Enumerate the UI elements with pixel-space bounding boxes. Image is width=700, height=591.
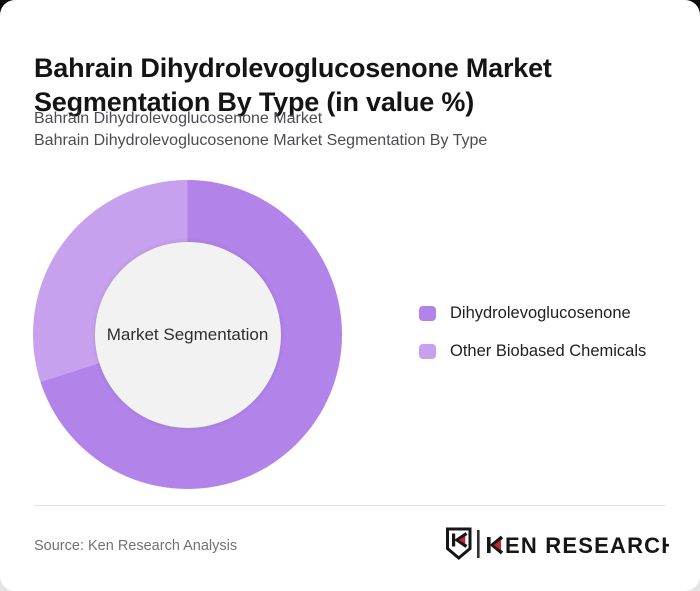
logo-separator-bar (477, 530, 480, 558)
legend-label: Other Biobased Chemicals (450, 341, 647, 360)
page-title: Bahrain Dihydrolevoglucosenone Market Se… (34, 51, 594, 119)
subtitle-line-2: Bahrain Dihydrolevoglucosenone Market Se… (34, 132, 488, 149)
legend-label: Dihydrolevoglucosenone (450, 303, 631, 322)
subtitle-line-1: Bahrain Dihydrolevoglucosenone Market (34, 110, 323, 127)
footer-divider (34, 505, 666, 506)
page-title-line-2: Segmentation By Type (in value %) (34, 87, 474, 118)
shield-k-icon (446, 527, 472, 560)
legend-item-dihydrolevoglucosenone: Dihydrolevoglucosenone (419, 303, 646, 322)
logo-wordmark: EN RESEARCH (505, 533, 669, 558)
donut-center-label: Market Segmentation (106, 324, 269, 344)
legend-item-other-biobased-chemicals: Other Biobased Chemicals (419, 341, 647, 360)
donut-center: Market Segmentation (94, 241, 281, 428)
page-title-line-1: Bahrain Dihydrolevoglucosenone Market (34, 53, 552, 84)
chart-subtitle: Bahrain Dihydrolevoglucosenone Market Ba… (34, 108, 487, 152)
legend-swatch-light-purple (419, 343, 436, 359)
donut-chart: Market Segmentation (33, 180, 342, 489)
ken-research-logo: EN RESEARCH (445, 527, 677, 566)
chart-legend: Dihydrolevoglucosenone Other Biobased Ch… (419, 303, 647, 381)
logo-k-glyph (487, 535, 504, 555)
legend-swatch-dark-purple (419, 305, 436, 321)
source-note: Source: Ken Research Analysis (34, 538, 238, 554)
ken-research-logo-graphic: EN RESEARCH (446, 527, 677, 560)
